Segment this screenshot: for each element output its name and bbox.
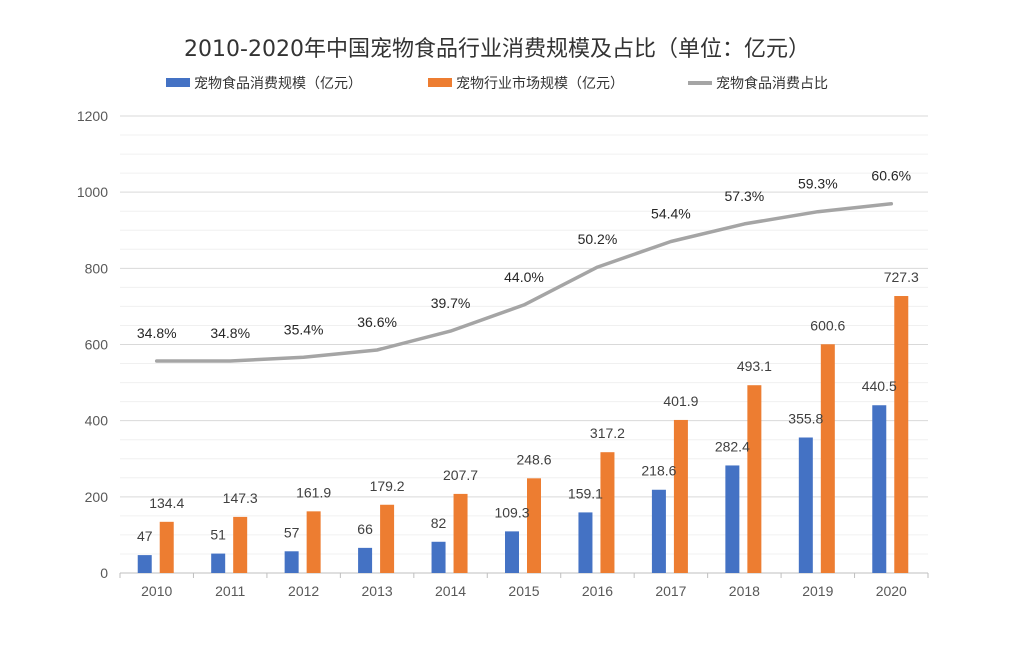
- share-point: [450, 330, 452, 332]
- bar-food-consumption: [431, 541, 446, 573]
- share-point: [523, 304, 525, 306]
- market-size-label: 248.6: [516, 451, 551, 467]
- food-consumption-label: 355.8: [788, 410, 823, 426]
- bar-food-consumption: [137, 555, 152, 573]
- y-tick-label: 1000: [77, 184, 108, 200]
- market-size-label: 600.6: [810, 317, 845, 333]
- line-series: [154, 201, 894, 363]
- market-size-label: 207.7: [443, 467, 478, 483]
- share-point: [303, 356, 305, 358]
- market-size-label: 147.3: [223, 490, 258, 506]
- bar-market-size: [159, 521, 174, 573]
- share-label: 35.4%: [284, 321, 324, 337]
- legend-label: 宠物行业市场规模（亿元）: [456, 75, 624, 92]
- food-consumption-label: 66: [357, 521, 373, 537]
- share-label: 39.7%: [431, 295, 471, 311]
- share-label: 59.3%: [798, 176, 838, 192]
- x-axis: 2010 2011 2012 2013 2014 2015 2016 2017 2018 2019…: [119, 572, 929, 599]
- x-tick-label: 2017: [655, 583, 686, 599]
- food-consumption-label: 51: [210, 527, 226, 543]
- x-tick-label: 2012: [288, 583, 319, 599]
- food-consumption-label: 109.3: [494, 504, 529, 520]
- share-point: [890, 203, 892, 205]
- market-size-label: 401.9: [663, 393, 698, 409]
- legend-bar-swatch: [428, 78, 452, 87]
- bar-market-size: [894, 296, 909, 573]
- market-size-label: 493.1: [737, 358, 772, 374]
- y-tick-label: 0: [100, 565, 108, 581]
- bar-food-consumption: [725, 465, 740, 573]
- legend-label: 宠物食品消费规模（亿元）: [194, 75, 362, 92]
- market-size-label: 317.2: [590, 425, 625, 441]
- data-labels: 47 51 57 66 82 109.3 159.1 218.6 282.4 355.8 440.5…: [137, 168, 919, 544]
- bar-market-size: [453, 493, 468, 573]
- share-label: 36.6%: [357, 314, 397, 330]
- bar-food-consumption: [872, 405, 887, 573]
- x-tick-label: 2016: [582, 583, 613, 599]
- food-consumption-label: 57: [284, 524, 300, 540]
- x-tick-label: 2019: [802, 583, 833, 599]
- x-tick-label: 2013: [362, 583, 393, 599]
- bar-market-size: [747, 385, 762, 573]
- y-tick-label: 200: [85, 489, 109, 505]
- share-point: [376, 349, 378, 351]
- bar-market-size: [306, 511, 321, 573]
- gridlines: [120, 115, 928, 574]
- bar-food-consumption: [578, 512, 593, 573]
- y-axis: 0 200 400 600 800 1000 1200: [77, 108, 108, 581]
- bar-food-consumption: [798, 437, 813, 573]
- bar-market-size: [673, 419, 688, 573]
- bar-market-size: [233, 516, 248, 573]
- y-tick-label: 800: [85, 260, 109, 276]
- food-consumption-label: 282.4: [715, 438, 750, 454]
- market-size-label: 134.4: [149, 495, 184, 511]
- bar-market-size: [820, 344, 835, 573]
- chart-title: 2010-2020年中国宠物食品行业消费规模及占比（单位：亿元）: [184, 37, 810, 62]
- share-point: [596, 266, 598, 268]
- share-label: 57.3%: [725, 188, 765, 204]
- food-consumption-label: 82: [431, 515, 447, 531]
- legend-bar-swatch: [166, 78, 190, 87]
- share-label: 60.6%: [871, 168, 911, 184]
- share-label: 50.2%: [578, 231, 618, 247]
- y-tick-label: 400: [85, 413, 109, 429]
- share-label: 34.8%: [210, 325, 250, 341]
- bar-food-consumption: [358, 547, 373, 573]
- bar-food-consumption: [651, 489, 666, 573]
- bar-food-consumption: [284, 551, 299, 573]
- share-label: 44.0%: [504, 269, 544, 285]
- share-point: [743, 223, 745, 225]
- share-point: [229, 360, 231, 362]
- food-consumption-label: 218.6: [641, 463, 676, 479]
- share-point: [670, 241, 672, 243]
- market-size-label: 179.2: [370, 478, 405, 494]
- bars: [137, 296, 909, 573]
- legend-label: 宠物食品消费占比: [716, 75, 828, 92]
- share-point: [817, 211, 819, 213]
- y-tick-label: 1200: [77, 108, 108, 124]
- market-size-label: 727.3: [884, 269, 919, 285]
- bar-market-size: [600, 452, 615, 573]
- x-tick-label: 2011: [215, 583, 245, 599]
- share-point: [156, 360, 158, 362]
- y-tick-label: 600: [85, 337, 109, 353]
- legend: 宠物食品消费规模（亿元） 宠物行业市场规模（亿元） 宠物食品消费占比: [166, 75, 828, 92]
- food-consumption-label: 159.1: [568, 485, 603, 501]
- food-consumption-label: 440.5: [862, 378, 897, 394]
- x-tick-label: 2010: [141, 583, 172, 599]
- bar-food-consumption: [211, 553, 226, 573]
- bar-market-size: [527, 478, 541, 573]
- x-tick-label: 2014: [435, 583, 466, 599]
- food-consumption-label: 47: [137, 528, 153, 544]
- market-size-label: 161.9: [296, 484, 331, 500]
- x-tick-label: 2015: [508, 583, 539, 599]
- bar-food-consumption: [505, 531, 519, 573]
- share-label: 34.8%: [137, 325, 177, 341]
- x-tick-label: 2020: [876, 583, 907, 599]
- bar-market-size: [380, 504, 395, 573]
- x-tick-label: 2018: [729, 583, 760, 599]
- share-label: 54.4%: [651, 206, 691, 222]
